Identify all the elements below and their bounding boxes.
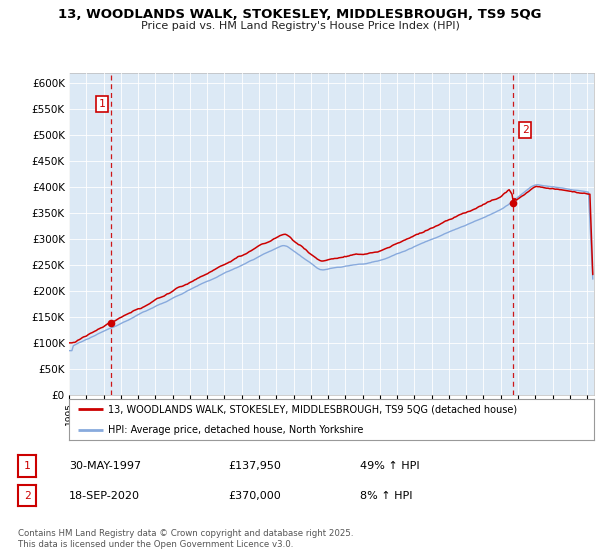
Text: 1: 1 <box>98 99 106 109</box>
Text: 13, WOODLANDS WALK, STOKESLEY, MIDDLESBROUGH, TS9 5QG (detached house): 13, WOODLANDS WALK, STOKESLEY, MIDDLESBR… <box>109 404 517 414</box>
Text: 18-SEP-2020: 18-SEP-2020 <box>69 491 140 501</box>
Text: 49% ↑ HPI: 49% ↑ HPI <box>360 461 419 471</box>
Text: £137,950: £137,950 <box>228 461 281 471</box>
Text: HPI: Average price, detached house, North Yorkshire: HPI: Average price, detached house, Nort… <box>109 424 364 435</box>
Text: Price paid vs. HM Land Registry's House Price Index (HPI): Price paid vs. HM Land Registry's House … <box>140 21 460 31</box>
Text: 2: 2 <box>24 491 31 501</box>
Text: 30-MAY-1997: 30-MAY-1997 <box>69 461 141 471</box>
Text: 1: 1 <box>24 461 31 471</box>
Text: £370,000: £370,000 <box>228 491 281 501</box>
Text: 13, WOODLANDS WALK, STOKESLEY, MIDDLESBROUGH, TS9 5QG: 13, WOODLANDS WALK, STOKESLEY, MIDDLESBR… <box>58 8 542 21</box>
Text: Contains HM Land Registry data © Crown copyright and database right 2025.
This d: Contains HM Land Registry data © Crown c… <box>18 529 353 549</box>
Text: 2: 2 <box>522 125 529 135</box>
Text: 8% ↑ HPI: 8% ↑ HPI <box>360 491 413 501</box>
